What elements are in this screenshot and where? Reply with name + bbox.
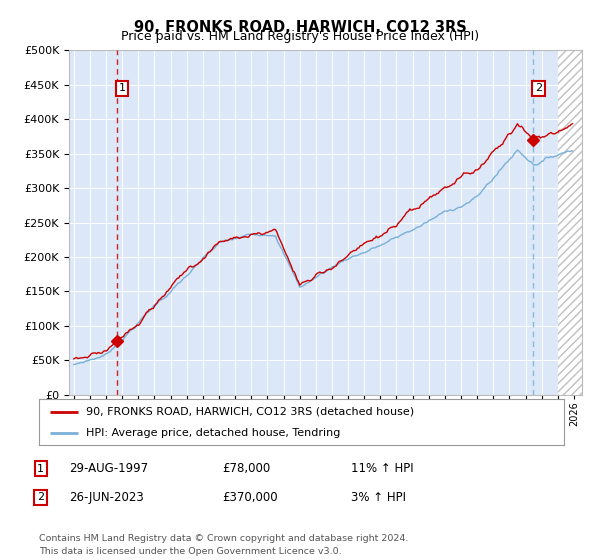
Text: 90, FRONKS ROAD, HARWICH, CO12 3RS: 90, FRONKS ROAD, HARWICH, CO12 3RS — [134, 20, 466, 35]
Text: 2: 2 — [37, 492, 44, 502]
Text: Contains HM Land Registry data © Crown copyright and database right 2024.
This d: Contains HM Land Registry data © Crown c… — [39, 534, 409, 556]
Text: Price paid vs. HM Land Registry's House Price Index (HPI): Price paid vs. HM Land Registry's House … — [121, 30, 479, 43]
Text: £78,000: £78,000 — [222, 462, 270, 475]
Text: 90, FRONKS ROAD, HARWICH, CO12 3RS (detached house): 90, FRONKS ROAD, HARWICH, CO12 3RS (deta… — [86, 407, 415, 417]
Text: £370,000: £370,000 — [222, 491, 278, 504]
Text: 1: 1 — [118, 83, 125, 94]
Text: 11% ↑ HPI: 11% ↑ HPI — [351, 462, 413, 475]
Text: 26-JUN-2023: 26-JUN-2023 — [69, 491, 144, 504]
Text: 1: 1 — [37, 464, 44, 474]
Text: HPI: Average price, detached house, Tendring: HPI: Average price, detached house, Tend… — [86, 428, 341, 438]
Text: 2: 2 — [535, 83, 542, 94]
Text: 3% ↑ HPI: 3% ↑ HPI — [351, 491, 406, 504]
Bar — [558, 50, 590, 395]
Bar — [558, 50, 590, 395]
Text: 29-AUG-1997: 29-AUG-1997 — [69, 462, 148, 475]
